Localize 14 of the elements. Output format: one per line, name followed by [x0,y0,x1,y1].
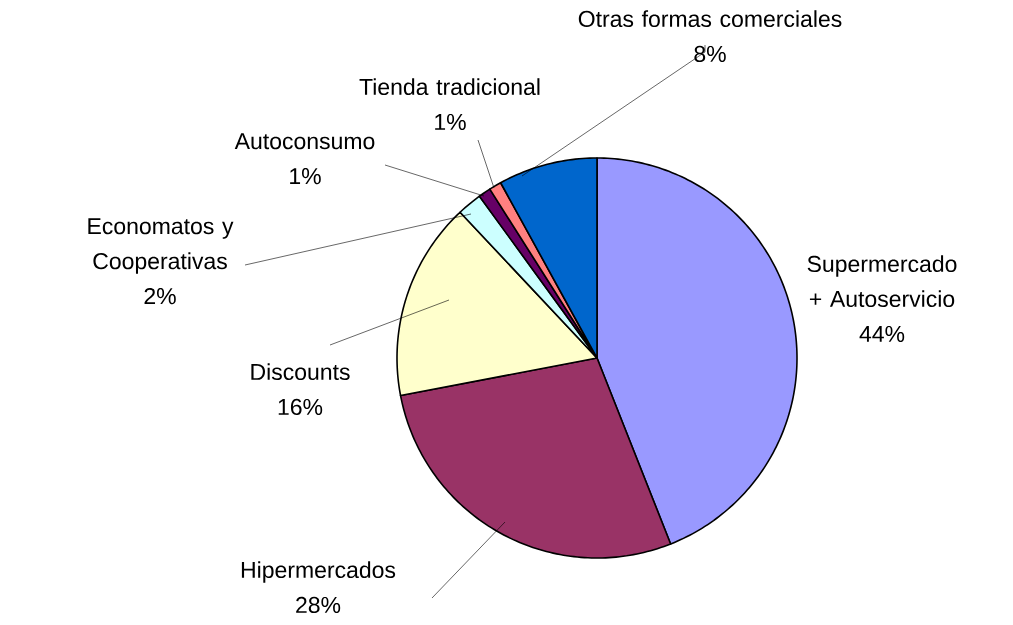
slice-label: Supermercado + Autoservicio [807,255,957,308]
slice-label: Economatos y Cooperativas [88,218,234,274]
data-label: 44% [859,325,905,343]
data-label: 16% [278,398,323,416]
slice-label: Tienda tradicional [359,78,540,96]
data-label: 2% [144,287,176,305]
data-label: 8% [694,45,726,63]
slice-label: Discounts [251,363,350,381]
slice-label: Otras formas comerciales [578,10,842,28]
data-label: 1% [290,168,321,185]
data-label: 28% [296,596,341,614]
slice-label: Hipermercados [241,561,396,583]
data-label: 1% [435,113,466,131]
slice-label: Autoconsumo [234,133,375,150]
